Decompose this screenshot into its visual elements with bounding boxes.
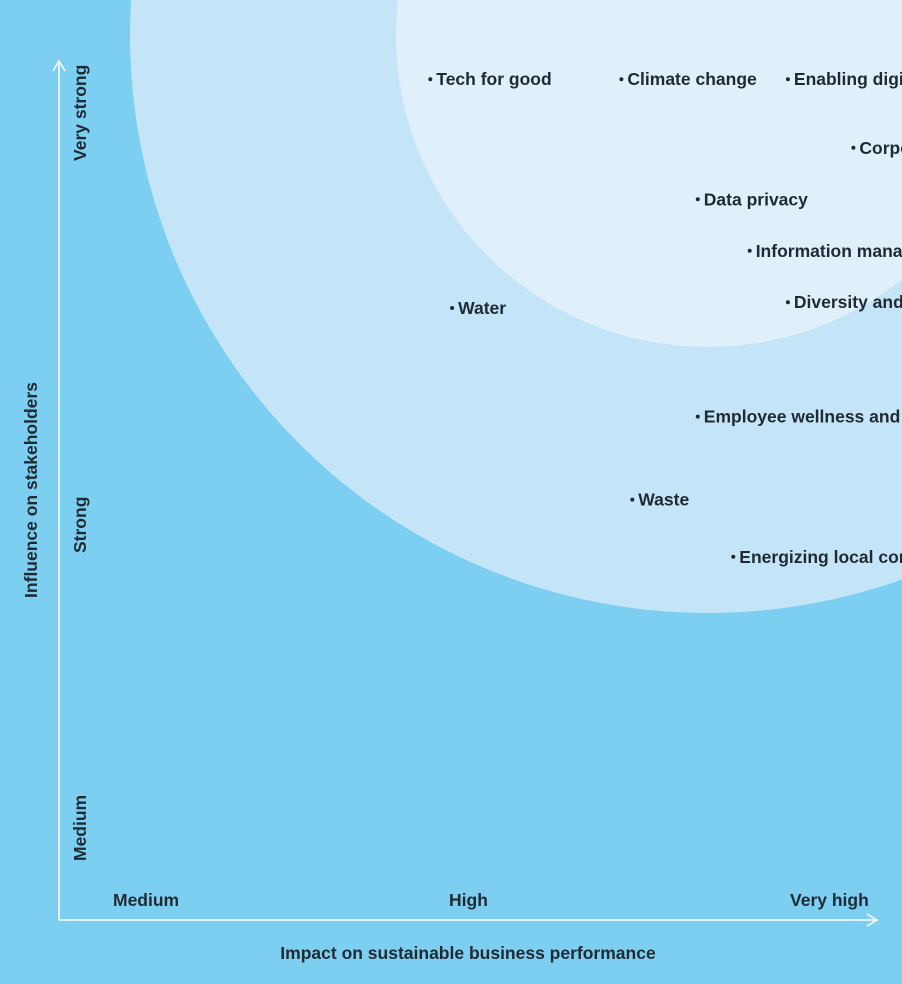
y-axis-arrow xyxy=(52,59,66,72)
x-axis-arrow xyxy=(866,913,879,927)
point-label: Tech for good xyxy=(436,69,551,89)
y-tick-label: Medium xyxy=(70,795,90,861)
point-label: Waste xyxy=(638,490,689,510)
data-point: Waste xyxy=(630,490,689,510)
data-points: Tech for good Climate change Enabling digi… xyxy=(428,69,902,567)
point-label: Employee wellness and experience xyxy=(704,407,902,427)
point-label: Diversity and inclusion xyxy=(794,292,902,312)
x-axis-title: Impact on sustainable business performan… xyxy=(280,943,656,963)
x-axis xyxy=(59,913,879,927)
point-marker xyxy=(785,300,790,305)
point-label: Water xyxy=(458,298,506,318)
y-tick-label: Very strong xyxy=(70,65,90,161)
x-tick-label: Medium xyxy=(113,890,179,910)
point-label: Corporate governance xyxy=(859,138,902,158)
point-label: Information management xyxy=(756,241,902,261)
data-point: Diversity and inclusion xyxy=(785,292,902,312)
point-marker xyxy=(630,497,635,502)
data-point: Information management xyxy=(747,241,902,261)
materiality-zone-highest xyxy=(396,0,902,347)
point-marker xyxy=(695,414,700,419)
point-marker xyxy=(851,145,856,150)
point-marker xyxy=(428,77,433,82)
x-tick-label: High xyxy=(449,890,488,910)
x-tick-label: Very high xyxy=(790,890,869,910)
point-marker xyxy=(785,77,790,82)
point-label: Data privacy xyxy=(704,189,808,209)
data-point: Enabling digital talent at scale xyxy=(785,69,902,89)
data-point: Corporate governance xyxy=(851,138,902,158)
point-label: Climate change xyxy=(627,69,757,89)
data-point: Water xyxy=(450,298,506,318)
data-point: Energizing local communities xyxy=(731,547,902,567)
point-marker xyxy=(619,77,624,82)
point-label: Enabling digital talent at scale xyxy=(794,69,902,89)
data-point: Employee wellness and experience xyxy=(695,407,902,427)
y-axis-title: Influence on stakeholders xyxy=(21,382,41,598)
y-axis xyxy=(52,59,66,920)
data-point: Tech for good xyxy=(428,69,552,89)
data-point: Data privacy xyxy=(695,189,808,209)
point-marker xyxy=(747,248,752,253)
data-point: Climate change xyxy=(619,69,757,89)
point-marker xyxy=(450,306,455,310)
point-marker xyxy=(731,554,736,559)
y-tick-label: Strong xyxy=(70,497,90,553)
point-label: Energizing local communities xyxy=(739,547,902,567)
point-marker xyxy=(695,197,700,202)
